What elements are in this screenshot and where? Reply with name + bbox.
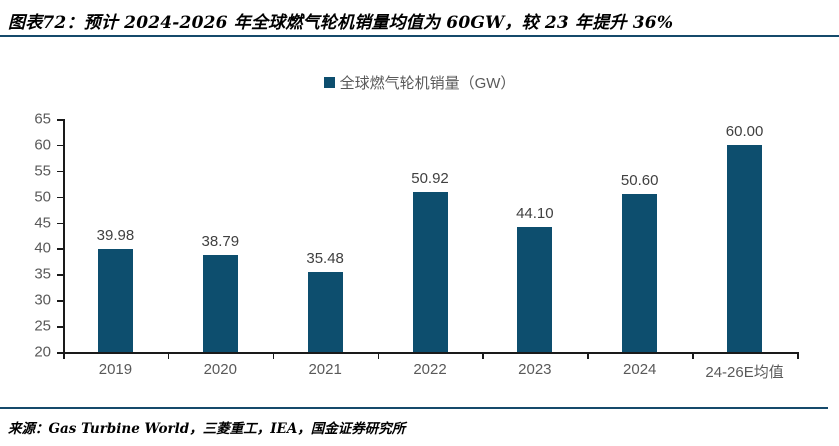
y-axis-tick: [57, 196, 63, 199]
x-axis-category-label: 24-26E均值: [705, 364, 784, 381]
y-axis-tick-label: 65: [34, 110, 51, 128]
bar: [727, 144, 763, 352]
y-axis-tick-label: 55: [34, 162, 51, 180]
x-axis-category-label: 2020: [203, 361, 237, 378]
bar: [622, 193, 658, 352]
legend-label: 全球燃气轮机销量（GW）: [339, 75, 516, 92]
bar: [517, 227, 553, 352]
y-axis-tick-label: 30: [34, 291, 51, 309]
bar-value-label: 44.10: [516, 205, 554, 223]
x-axis-category-label: 2019: [98, 361, 133, 378]
chart-legend: 全球燃气轮机销量（GW）: [0, 72, 839, 93]
figure-title: 图表72：预计 2024-2026 年全球燃气轮机销量均值为 60GW，较 23…: [8, 13, 674, 33]
y-axis-tick: [57, 326, 63, 328]
legend-swatch: [323, 77, 335, 88]
top-divider: [0, 35, 839, 37]
x-axis-category-label: 2023: [518, 361, 552, 378]
bar: [307, 271, 343, 352]
bar-value-label: 60.00: [725, 122, 764, 140]
x-axis-line: [63, 352, 799, 354]
bar: [412, 191, 448, 352]
x-axis-tick: [377, 353, 380, 359]
bar-value-label: 50.92: [411, 169, 449, 187]
y-axis-tick-label: 40: [34, 239, 51, 257]
y-axis-tick: [57, 222, 63, 225]
x-axis-tick: [692, 353, 694, 359]
bar-value-label: 50.60: [620, 171, 659, 189]
x-axis-tick: [797, 353, 799, 359]
y-axis-tick: [57, 144, 63, 147]
x-axis-tick: [587, 353, 589, 359]
y-axis-tick-label: 50: [34, 188, 51, 206]
y-axis-line: [63, 119, 65, 352]
x-axis-tick: [63, 353, 65, 359]
y-axis-tick: [57, 300, 63, 302]
bar-value-label: 35.48: [306, 249, 344, 267]
bottom-divider: [0, 407, 828, 409]
x-axis-tick: [482, 353, 484, 359]
y-axis-tick-label: 20: [34, 343, 51, 361]
y-axis-tick: [57, 274, 63, 276]
y-axis-tick-label: 60: [34, 136, 51, 154]
y-axis-tick-label: 25: [34, 317, 51, 335]
x-axis-tick: [167, 353, 170, 359]
y-axis-tick: [57, 170, 63, 173]
x-axis-category-label: 2021: [308, 361, 342, 378]
source-note: 来源：Gas Turbine World，三菱重工，IEA，国金证券研究所: [8, 421, 406, 437]
x-axis-tick: [272, 353, 275, 359]
y-axis-tick-label: 45: [34, 214, 51, 232]
bar-value-label: 39.98: [96, 226, 135, 244]
y-axis-tick: [57, 352, 63, 354]
x-axis-category-label: 2024: [623, 361, 657, 378]
bar: [97, 248, 133, 352]
bar: [202, 254, 238, 352]
y-axis-tick-label: 35: [34, 265, 51, 283]
y-axis-tick: [57, 248, 63, 250]
bar-value-label: 38.79: [201, 232, 240, 250]
y-axis-tick: [57, 119, 63, 121]
x-axis-category-label: 2022: [413, 361, 447, 378]
